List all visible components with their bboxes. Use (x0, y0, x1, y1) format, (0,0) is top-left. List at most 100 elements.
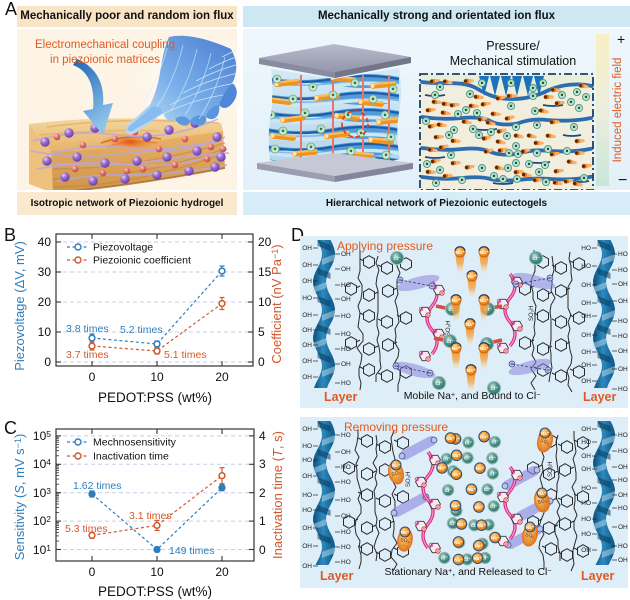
svg-text:Cl⁻: Cl⁻ (491, 440, 499, 446)
svg-text:Na⁺: Na⁺ (468, 274, 477, 280)
svg-text:Cl⁻: Cl⁻ (489, 456, 497, 462)
svg-text:Layer: Layer (581, 569, 614, 583)
svg-text:3.1 times: 3.1 times (129, 510, 172, 522)
svg-text:5.2 times: 5.2 times (120, 324, 163, 336)
svg-text:OH: OH (618, 366, 628, 373)
svg-text:Cl⁻: Cl⁻ (464, 456, 472, 462)
svg-text:Piezovoltage: Piezovoltage (93, 242, 153, 254)
svg-text:OH: OH (302, 342, 312, 349)
svg-text:5.1 times: 5.1 times (164, 349, 207, 361)
svg-text:Sensitivity (S, mV s−1): Sensitivity (S, mV s−1) (12, 434, 27, 561)
svg-text:Cl⁻: Cl⁻ (448, 307, 456, 313)
svg-text:Na⁺: Na⁺ (452, 298, 461, 304)
svg-text:OH: OH (581, 332, 591, 339)
svg-text:Mechnosensitivity: Mechnosensitivity (93, 437, 177, 449)
svg-text:SO₃H: SO₃H (406, 472, 412, 487)
svg-text:HO: HO (302, 457, 312, 464)
svg-text:Cl⁻: Cl⁻ (490, 504, 498, 510)
svg-text:OH: OH (341, 449, 351, 456)
svg-text:Cl⁻: Cl⁻ (490, 386, 498, 392)
svg-text:Na⁺: Na⁺ (401, 530, 410, 535)
svg-text:+: + (617, 31, 625, 47)
svg-text:OH: OH (302, 563, 312, 570)
svg-text:Na⁺: Na⁺ (392, 463, 401, 468)
svg-text:105: 105 (33, 429, 51, 443)
svg-text:HO: HO (302, 507, 312, 514)
svg-text:Cl⁻: Cl⁻ (449, 521, 457, 527)
svg-text:Electromechanical coupling: Electromechanical coupling (35, 39, 175, 51)
svg-text:HO: HO (581, 485, 591, 492)
svg-text:Na⁺: Na⁺ (467, 487, 476, 492)
svg-text:HO: HO (341, 432, 351, 439)
svg-text:OH: OH (618, 464, 628, 471)
svg-text:SO₃: SO₃ (525, 532, 535, 540)
svg-text:Na⁺: Na⁺ (475, 543, 484, 548)
svg-text:Na⁺: Na⁺ (467, 368, 476, 374)
svg-text:OH: OH (618, 298, 628, 305)
svg-text:OH: OH (618, 348, 628, 355)
svg-text:in piezoionic matrices: in piezoionic matrices (50, 54, 160, 66)
svg-text:HO: HO (341, 529, 351, 536)
svg-text:OH: OH (302, 543, 312, 550)
svg-text:HO: HO (341, 479, 351, 486)
svg-text:OH: OH (341, 361, 351, 368)
svg-text:OH: OH (341, 266, 351, 273)
svg-text:HO: HO (618, 386, 628, 393)
svg-text:Na⁺: Na⁺ (454, 557, 463, 562)
svg-text:Cl⁻: Cl⁻ (484, 307, 492, 313)
svg-text:HO: HO (618, 477, 628, 484)
svg-text:Stationary Na+, and Released t: Stationary Na+, and Released to Cl− (385, 566, 552, 578)
svg-text:HO: HO (618, 318, 628, 325)
svg-text:OH: OH (618, 492, 628, 499)
svg-text:HO: HO (341, 497, 351, 504)
svg-text:HO: HO (581, 439, 591, 446)
svg-text:Cl⁻: Cl⁻ (489, 471, 497, 477)
svg-text:Cl⁻: Cl⁻ (453, 509, 461, 515)
svg-text:HO: HO (341, 331, 351, 338)
svg-text:3.7 times: 3.7 times (66, 349, 109, 361)
svg-text:0: 0 (44, 355, 51, 369)
svg-text:OH: OH (581, 282, 591, 289)
svg-text:OH: OH (302, 245, 312, 252)
svg-text:OH: OH (581, 426, 591, 433)
svg-text:40: 40 (38, 235, 52, 249)
svg-text:30: 30 (38, 265, 52, 279)
svg-text:5: 5 (258, 325, 265, 339)
svg-text:Na⁺: Na⁺ (480, 298, 489, 304)
svg-text:Na⁺: Na⁺ (526, 525, 535, 530)
svg-text:SO₃H: SO₃H (446, 321, 452, 336)
svg-text:Na⁺: Na⁺ (456, 250, 465, 256)
svg-text:OH: OH (581, 466, 591, 473)
svg-text:3: 3 (259, 457, 266, 471)
svg-text:10: 10 (38, 325, 52, 339)
svg-text:OH: OH (302, 278, 312, 285)
svg-text:HO: HO (618, 448, 628, 455)
svg-text:149 times: 149 times (169, 545, 215, 557)
svg-text:HO: HO (581, 500, 591, 507)
svg-text:OH: OH (302, 426, 312, 433)
svg-text:HO: HO (341, 380, 351, 387)
svg-text:Cl⁻: Cl⁻ (485, 523, 493, 529)
svg-text:SO₃H: SO₃H (529, 306, 535, 321)
svg-text:HO: HO (618, 333, 628, 340)
svg-text:OH: OH (341, 296, 351, 303)
svg-text:102: 102 (33, 514, 51, 528)
svg-text:OH: OH (581, 362, 591, 369)
svg-text:Cl⁻: Cl⁻ (481, 556, 489, 562)
svg-text:10: 10 (150, 565, 164, 579)
svg-text:Na⁺: Na⁺ (473, 556, 482, 561)
svg-text:OH: OH (341, 513, 351, 520)
svg-text:PEDOT:PSS (wt%): PEDOT:PSS (wt%) (98, 390, 212, 405)
svg-text:Na⁺: Na⁺ (541, 431, 550, 436)
svg-text:Cl⁻: Cl⁻ (484, 487, 492, 493)
svg-text:HO: HO (302, 295, 312, 302)
svg-text:Cl⁻: Cl⁻ (446, 339, 454, 345)
svg-text:Na⁺: Na⁺ (538, 491, 547, 496)
svg-text:Piezoionic coefficient: Piezoionic coefficient (93, 255, 191, 267)
svg-text:Cl⁻: Cl⁻ (532, 256, 540, 262)
svg-text:1.62 times: 1.62 times (73, 480, 121, 492)
svg-text:HO: HO (618, 505, 628, 512)
svg-text:HO: HO (341, 346, 351, 353)
svg-text:104: 104 (33, 457, 51, 471)
svg-text:Cl⁻: Cl⁻ (471, 523, 479, 529)
